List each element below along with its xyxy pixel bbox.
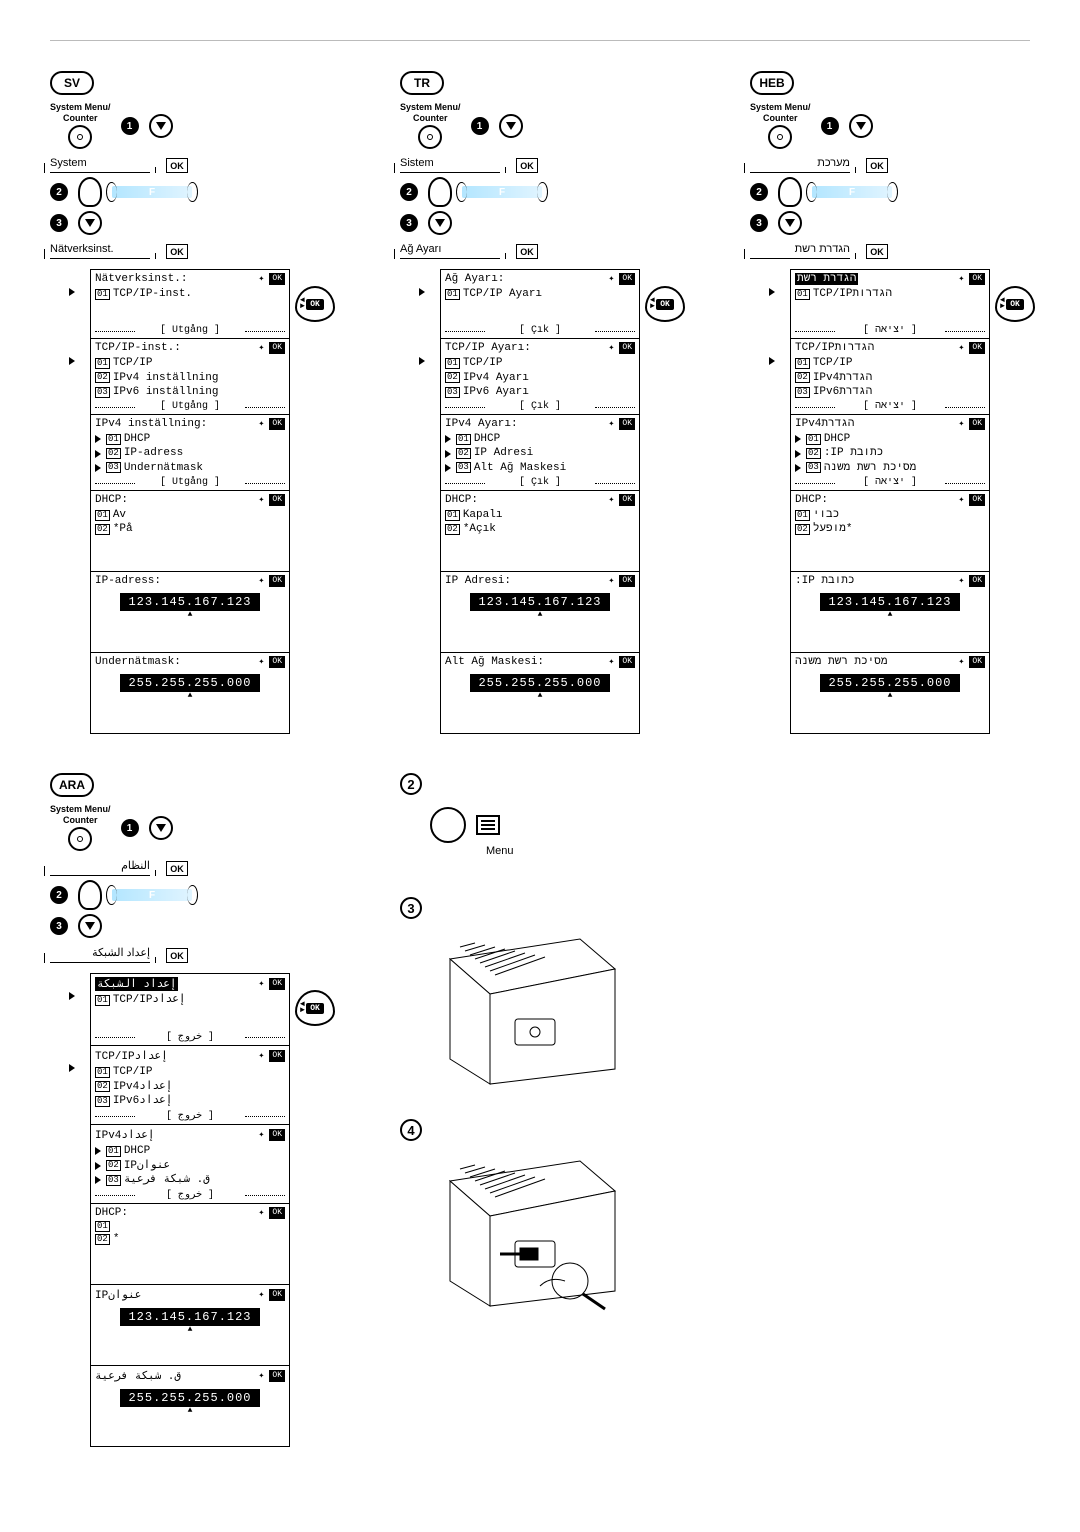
sysmenu-button[interactable]	[68, 827, 92, 851]
sysmenu-button[interactable]	[68, 125, 92, 149]
system-label: النظام	[50, 859, 150, 876]
down-button[interactable]	[149, 816, 173, 840]
ok-box[interactable]: OK	[866, 158, 888, 173]
mask-value: 255.255.255.000	[120, 674, 260, 692]
system-label: Sistem	[400, 157, 500, 173]
step-3: 3	[50, 214, 68, 232]
col-tr: TR System Menu/ Counter 1 Sistem OK 2 F …	[400, 71, 680, 733]
down-button[interactable]	[499, 114, 523, 138]
system-label: System	[50, 157, 150, 173]
screen-d: DHCP:✦OK 01Av 02*På	[90, 490, 290, 572]
down-button[interactable]	[149, 114, 173, 138]
printer-illus-2	[430, 1151, 630, 1311]
f-strip: F	[812, 186, 892, 198]
ok-cluster[interactable]: ◄►OK	[295, 990, 335, 1026]
finger-icon	[428, 177, 452, 207]
finger-icon	[78, 880, 102, 910]
down-button[interactable]	[849, 114, 873, 138]
network-label: הגדרת רשת	[750, 243, 850, 259]
col-sv: SV System Menu/ Counter 1 System OK 2 F …	[50, 71, 330, 733]
col-heb: HEB System Menu/ Counter 1 מערכת OK 2 F …	[750, 71, 1030, 733]
step-2-outline: 2	[400, 773, 422, 795]
screen-e: IP-adress:✦OK 123.145.167.123 ▲	[90, 571, 290, 653]
ok-cluster[interactable]: ◄►OK	[295, 286, 335, 322]
pointer-icon	[69, 357, 75, 365]
down-button[interactable]	[78, 211, 102, 235]
ok-box[interactable]: OK	[516, 244, 538, 259]
step-3-outline: 3	[400, 897, 422, 919]
sysmenu-label: System Menu/ Counter	[50, 103, 111, 149]
f-strip: F	[462, 186, 542, 198]
ok-box[interactable]: OK	[516, 158, 538, 173]
sysmenu-label: System Menu/ Counter	[400, 103, 461, 149]
sysmenu-label: System Menu/ Counter	[750, 103, 811, 149]
ok-cluster[interactable]: ◄►OK	[645, 286, 685, 322]
ip-value: 123.145.167.123	[120, 593, 260, 611]
f-strip: F	[112, 889, 192, 901]
ok-box[interactable]: OK	[166, 861, 188, 876]
ok-cluster[interactable]: ◄►OK	[995, 286, 1035, 322]
system-label: מערכת	[750, 157, 850, 173]
screen-c: IPv4 inställning:✦OK 01DHCP 02IP-adress …	[90, 414, 290, 491]
network-label: Nätverksinst.	[50, 243, 150, 259]
lang-badge-heb: HEB	[750, 71, 794, 95]
lang-badge-ara: ARA	[50, 773, 94, 797]
ok-box[interactable]: OK	[166, 948, 188, 963]
screen-f: Undernätmask:✦OK 255.255.255.000 ▲	[90, 652, 290, 734]
printer-illus-1	[430, 929, 630, 1089]
step-4-outline: 4	[400, 1119, 422, 1141]
menu-button[interactable]	[430, 807, 680, 843]
col-ara: ARA System Menu/ Counter 1 النظام OK 2 F…	[50, 773, 330, 1446]
ok-box[interactable]: OK	[166, 244, 188, 259]
step-1: 1	[121, 117, 139, 135]
right-steps: 2 Menu 3	[400, 773, 680, 1446]
menu-icon	[476, 815, 500, 835]
ok-box[interactable]: OK	[166, 158, 188, 173]
network-label: Ağ Ayarı	[400, 243, 500, 259]
screen-b: TCP/IP-inst.:✦OK 01TCP/IP 02IPv4 inställ…	[90, 338, 290, 415]
down-button[interactable]	[78, 914, 102, 938]
screens-sv: ◄►OK Nätverksinst.:✦OK 01TCP/IP-inst. [ …	[90, 269, 290, 733]
menu-label: Menu	[486, 845, 680, 857]
down-button[interactable]	[778, 211, 802, 235]
sysmenu-button[interactable]	[768, 125, 792, 149]
sysmenu-button[interactable]	[418, 125, 442, 149]
lang-badge-tr: TR	[400, 71, 444, 95]
ok-box[interactable]: OK	[866, 244, 888, 259]
pointer-icon	[69, 288, 75, 296]
down-button[interactable]	[428, 211, 452, 235]
finger-icon	[778, 177, 802, 207]
lang-badge-sv: SV	[50, 71, 94, 95]
step-2: 2	[50, 183, 68, 201]
network-label: إعداد الشبكة	[50, 946, 150, 963]
screen-a: ◄►OK Nätverksinst.:✦OK 01TCP/IP-inst. [ …	[90, 269, 290, 339]
f-strip: F	[112, 186, 192, 198]
sysmenu-label: System Menu/ Counter	[50, 805, 111, 851]
finger-icon	[78, 177, 102, 207]
